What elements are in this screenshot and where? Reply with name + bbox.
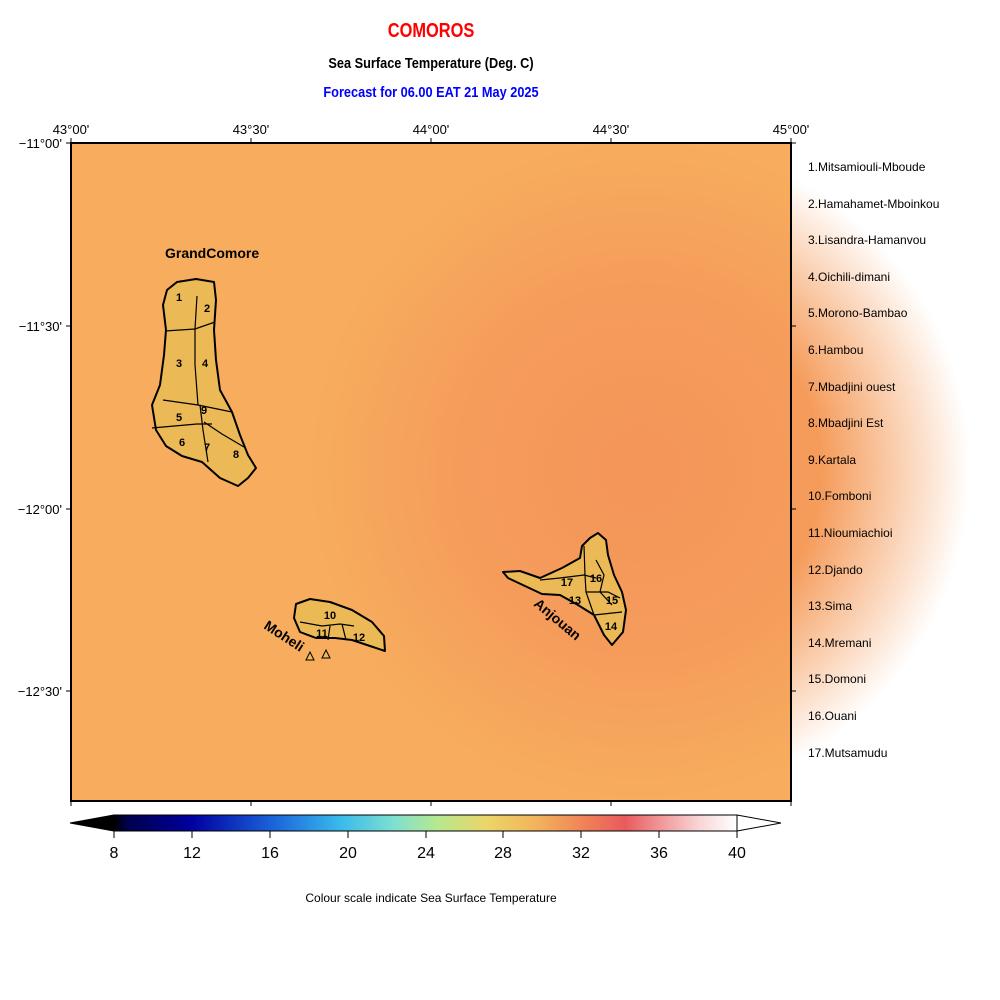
colorbar-tick-label: 40 bbox=[728, 845, 746, 862]
lon-tick-label: 44°00' bbox=[413, 122, 450, 137]
region-number: 9 bbox=[201, 405, 207, 417]
lon-tick-label: 45°00' bbox=[773, 122, 810, 137]
region-legend: 1.Mitsamiouli-Mboude 2.Hamahamet-Mboinko… bbox=[808, 158, 939, 780]
region-number: 8 bbox=[233, 449, 239, 461]
colorbar-tick-label: 36 bbox=[650, 845, 668, 862]
legend-item: 14.Mremani bbox=[808, 635, 872, 650]
region-number: 4 bbox=[202, 358, 209, 370]
legend-item: 11.Nioumiachioi bbox=[808, 525, 893, 540]
map-title: COMOROS bbox=[387, 20, 475, 42]
region-number: 2 bbox=[204, 303, 210, 315]
legend-item: 9.Kartala bbox=[808, 452, 857, 467]
legend-item: 4.Oichili-dimani bbox=[808, 269, 891, 284]
colorbar-tick-label: 24 bbox=[417, 845, 435, 862]
colorbar-caption: Colour scale indicate Sea Surface Temper… bbox=[305, 891, 557, 905]
region-number: 11 bbox=[316, 628, 328, 640]
region-number: 17 bbox=[561, 577, 573, 589]
warm-water-area bbox=[310, 140, 970, 800]
island-anjouan bbox=[502, 532, 627, 646]
legend-item: 13.Sima bbox=[808, 599, 853, 614]
island-moheli bbox=[293, 598, 386, 661]
legend-item: 16.Ouani bbox=[808, 708, 857, 723]
colorbar-tick-label: 32 bbox=[572, 845, 590, 862]
lon-tick-label: 43°00' bbox=[53, 122, 90, 137]
axis-ticks bbox=[66, 138, 796, 806]
legend-item: 12.Djando bbox=[808, 562, 863, 577]
legend-item: 5.Morono-Bambao bbox=[808, 306, 908, 321]
region-number: 16 bbox=[590, 573, 602, 585]
region-number: 12 bbox=[353, 632, 365, 644]
legend-item: 6.Hambou bbox=[808, 342, 864, 357]
legend-item: 15.Domoni bbox=[808, 672, 867, 687]
legend-item: 1.Mitsamiouli-Mboude bbox=[808, 160, 926, 174]
region-number: 6 bbox=[179, 437, 185, 449]
forecast-time: Forecast for 06.00 EAT 21 May 2025 bbox=[323, 84, 539, 101]
colorbar-tick-label: 16 bbox=[261, 845, 279, 862]
island-label-grand-comore: GrandComore bbox=[165, 245, 259, 261]
legend-item: 7.Mbadjini ouest bbox=[808, 379, 896, 394]
region-number: 5 bbox=[176, 412, 182, 424]
legend-item: 8.Mbadjini Est bbox=[808, 416, 884, 431]
lon-tick-label: 44°30' bbox=[593, 122, 630, 137]
lat-tick-label: −12°00' bbox=[18, 502, 62, 517]
colorbar-tick-label: 28 bbox=[494, 845, 512, 862]
legend-item: 10.Fomboni bbox=[808, 489, 872, 504]
colorbar-tick-label: 20 bbox=[339, 845, 357, 862]
legend-item: 2.Hamahamet-Mboinkou bbox=[808, 196, 940, 211]
legend-item: 3.Lisandra-Hamanvou bbox=[808, 233, 927, 248]
lat-tick-label: −12°30' bbox=[18, 684, 62, 699]
legend-item: 17.Mutsamudu bbox=[808, 745, 888, 760]
lat-tick-label: −11°00' bbox=[19, 136, 62, 151]
colorbar-tick-label: 12 bbox=[183, 845, 201, 862]
colorbar: 8 12 16 20 24 28 32 36 40 bbox=[69, 814, 782, 862]
region-number: 10 bbox=[324, 610, 336, 622]
region-number: 1 bbox=[176, 292, 182, 304]
region-number: 7 bbox=[204, 442, 210, 454]
region-number: 15 bbox=[606, 595, 618, 607]
lat-tick-label: −11°30' bbox=[19, 319, 62, 334]
region-number: 14 bbox=[605, 621, 618, 633]
island-grand-comore bbox=[151, 278, 257, 487]
colorbar-tick-label: 8 bbox=[110, 845, 119, 862]
region-number: 13 bbox=[569, 595, 581, 607]
lon-tick-label: 43°30' bbox=[233, 122, 270, 137]
region-number: 3 bbox=[176, 358, 182, 370]
map-subtitle: Sea Surface Temperature (Deg. C) bbox=[328, 55, 534, 72]
